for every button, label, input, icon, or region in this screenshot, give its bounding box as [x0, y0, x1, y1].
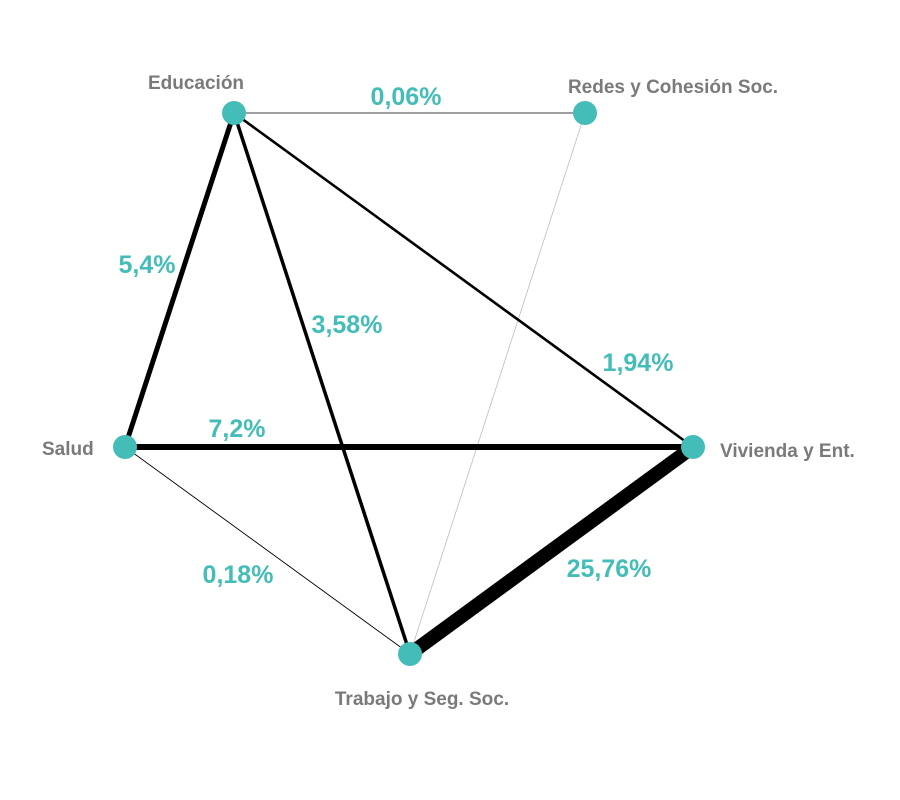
edges: [122, 111, 698, 660]
edge-label-vivienda-trabajo: 25,76%: [567, 555, 652, 583]
edge-educacion-vivienda: [233, 111, 694, 449]
edge-educacion-trabajo: [232, 112, 412, 655]
node-vivienda: [681, 435, 705, 459]
node-label-redes: Redes y Cohesión Soc.: [568, 77, 778, 98]
node-labels: Educación Redes y Cohesión Soc. Salud Vi…: [42, 73, 855, 710]
node-salud: [113, 435, 137, 459]
nodes: [113, 101, 705, 666]
edge-labels: 0,06% 5,4% 3,58% 1,94% 7,2% 0,18% 25,76%: [119, 83, 674, 589]
node-trabajo: [398, 642, 422, 666]
edge-label-educacion-vivienda: 1,94%: [603, 349, 674, 377]
edge-vivienda-trabajo: [405, 441, 698, 660]
node-label-trabajo: Trabajo y Seg. Soc.: [335, 689, 509, 710]
node-label-educacion: Educación: [148, 73, 244, 94]
edge-label-educacion-trabajo: 3,58%: [312, 311, 383, 339]
edge-label-educacion-salud: 5,4%: [119, 251, 176, 279]
edge-redes-trabajo: [409, 112, 586, 655]
edge-label-educacion-redes: 0,06%: [371, 83, 442, 111]
edge-salud-trabajo: [124, 446, 411, 655]
edge-label-salud-vivienda: 7,2%: [209, 415, 266, 443]
node-educacion: [222, 101, 246, 125]
edge-educacion-salud: [122, 112, 237, 448]
node-label-salud: Salud: [42, 439, 94, 460]
node-redes: [573, 101, 597, 125]
edge-label-salud-trabajo: 0,18%: [203, 561, 274, 589]
node-label-vivienda: Vivienda y Ent.: [720, 441, 855, 462]
